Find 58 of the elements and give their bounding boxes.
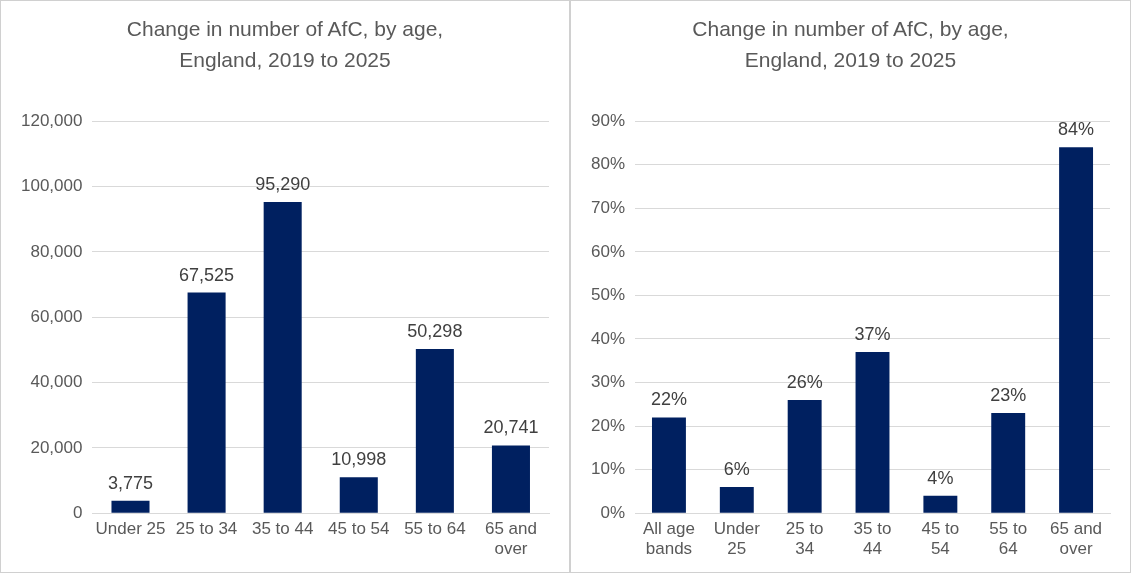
data-label: 10,998 bbox=[331, 449, 387, 470]
y-tick-label: 0% bbox=[600, 502, 626, 522]
data-label: 37% bbox=[854, 324, 891, 345]
y-tick-label: 40% bbox=[590, 328, 626, 348]
chart-title: Change in number of AfC, by age, England, 2019 to 2025 bbox=[125, 16, 445, 73]
y-tick-label: 100,000 bbox=[21, 176, 83, 196]
bar bbox=[263, 201, 302, 513]
data-label: 3,775 bbox=[107, 472, 154, 493]
x-tick-label: 35 to 44 bbox=[251, 519, 314, 539]
data-label: 6% bbox=[723, 459, 750, 480]
bar bbox=[787, 399, 822, 513]
data-label: 67,525 bbox=[179, 264, 235, 285]
x-tick-label: 55 to 64 bbox=[404, 519, 466, 539]
bar bbox=[991, 413, 1026, 513]
chart-title: Change in number of AfC, by age, England, 2019 to 2025 bbox=[691, 16, 1010, 73]
x-tick-label: 45 to 54 bbox=[328, 519, 390, 539]
y-tick-label: 80,000 bbox=[30, 241, 83, 261]
y-tick-label: 90% bbox=[590, 110, 626, 130]
data-label: 50,298 bbox=[407, 320, 463, 341]
x-tick-label: 45 to 54 bbox=[921, 519, 960, 559]
data-label: 95,290 bbox=[255, 173, 311, 194]
x-tick-label: 55 to 64 bbox=[989, 519, 1028, 559]
data-label: 84% bbox=[1058, 119, 1095, 140]
data-label: 20,741 bbox=[483, 417, 539, 438]
x-tick-label: 25 to 34 bbox=[175, 519, 238, 539]
bar bbox=[1059, 147, 1094, 513]
y-tick-label: 50% bbox=[590, 285, 626, 305]
bar bbox=[187, 292, 226, 513]
x-tick-label: Under 25 bbox=[713, 519, 761, 559]
x-tick-label: All age bands bbox=[642, 519, 695, 559]
data-label: 4% bbox=[927, 467, 954, 488]
x-tick-label: 35 to 44 bbox=[853, 519, 892, 559]
x-tick-label: Under 25 bbox=[95, 519, 166, 539]
bar bbox=[491, 445, 530, 513]
y-tick-label: 0 bbox=[72, 502, 83, 522]
y-tick-label: 70% bbox=[590, 198, 626, 217]
data-label: 22% bbox=[650, 389, 687, 410]
x-tick-label: 25 to 34 bbox=[785, 519, 824, 559]
y-tick-label: 80% bbox=[590, 154, 626, 174]
y-tick-label: 30% bbox=[590, 372, 626, 392]
y-tick-label: 10% bbox=[590, 459, 626, 479]
data-label: 23% bbox=[990, 384, 1027, 405]
y-tick-label: 40,000 bbox=[30, 372, 83, 392]
bar bbox=[855, 352, 890, 513]
bar bbox=[651, 417, 686, 513]
x-tick-label: 65 and over bbox=[484, 519, 537, 559]
x-tick-label: 65 and over bbox=[1050, 519, 1103, 559]
bar bbox=[111, 500, 150, 513]
y-tick-label: 120,000 bbox=[21, 110, 83, 130]
y-tick-label: 60% bbox=[590, 241, 626, 261]
bar bbox=[339, 477, 378, 513]
data-label: 26% bbox=[786, 371, 823, 392]
y-tick-label: 60,000 bbox=[30, 306, 83, 326]
y-tick-label: 20,000 bbox=[30, 437, 83, 457]
bar bbox=[415, 348, 454, 513]
bar bbox=[923, 495, 958, 513]
bar bbox=[719, 487, 754, 513]
y-tick-label: 20% bbox=[590, 415, 626, 435]
